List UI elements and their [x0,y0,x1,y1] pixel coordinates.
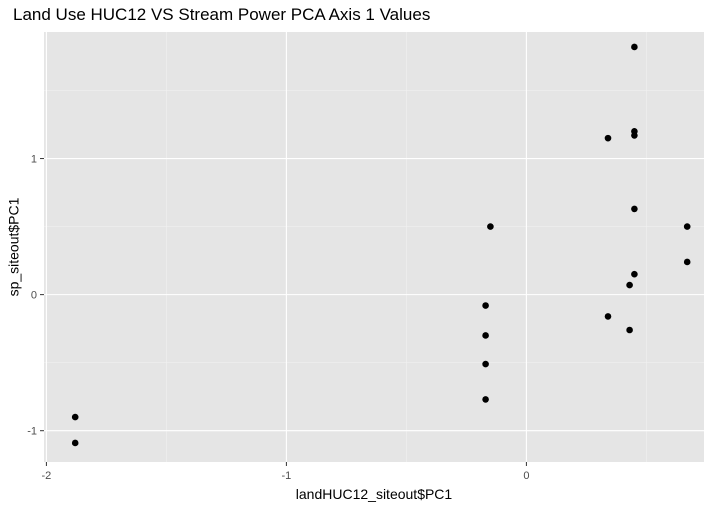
chart-title: Land Use HUC12 VS Stream Power PCA Axis … [13,5,431,24]
x-tick-label: -2 [42,470,52,482]
data-point [626,281,633,289]
data-point [631,132,638,139]
tick-labels: -2 -1 0 -1 0 1 [27,154,529,482]
data-point [71,413,79,421]
y-tick-label: 0 [31,290,37,302]
data-point [71,439,79,447]
data-point [683,258,691,266]
data-point [631,205,638,213]
major-grid [44,32,704,462]
data-point [631,270,638,278]
data-points [71,43,691,447]
axis-ticks [40,158,527,466]
x-tick-label: 0 [523,470,529,482]
data-point [482,396,489,403]
data-point [604,134,612,142]
y-tick-label: -1 [27,426,37,438]
data-point [683,223,691,230]
data-point [626,326,633,334]
data-point [487,223,494,230]
x-axis-title: landHUC12_siteout$PC1 [296,486,453,502]
plot-panel [44,32,704,462]
y-tick-label: 1 [31,154,37,166]
x-tick-label: -1 [282,470,292,482]
y-axis-title: sp_siteout$PC1 [6,197,22,296]
data-point [482,332,489,339]
data-point [482,302,489,309]
data-point [482,360,489,368]
minor-grid [44,32,704,462]
data-point [604,313,612,320]
data-point [631,43,638,51]
